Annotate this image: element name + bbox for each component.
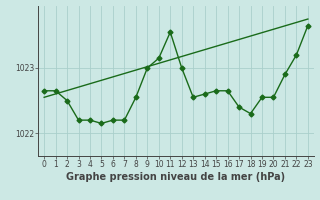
X-axis label: Graphe pression niveau de la mer (hPa): Graphe pression niveau de la mer (hPa) (67, 172, 285, 182)
